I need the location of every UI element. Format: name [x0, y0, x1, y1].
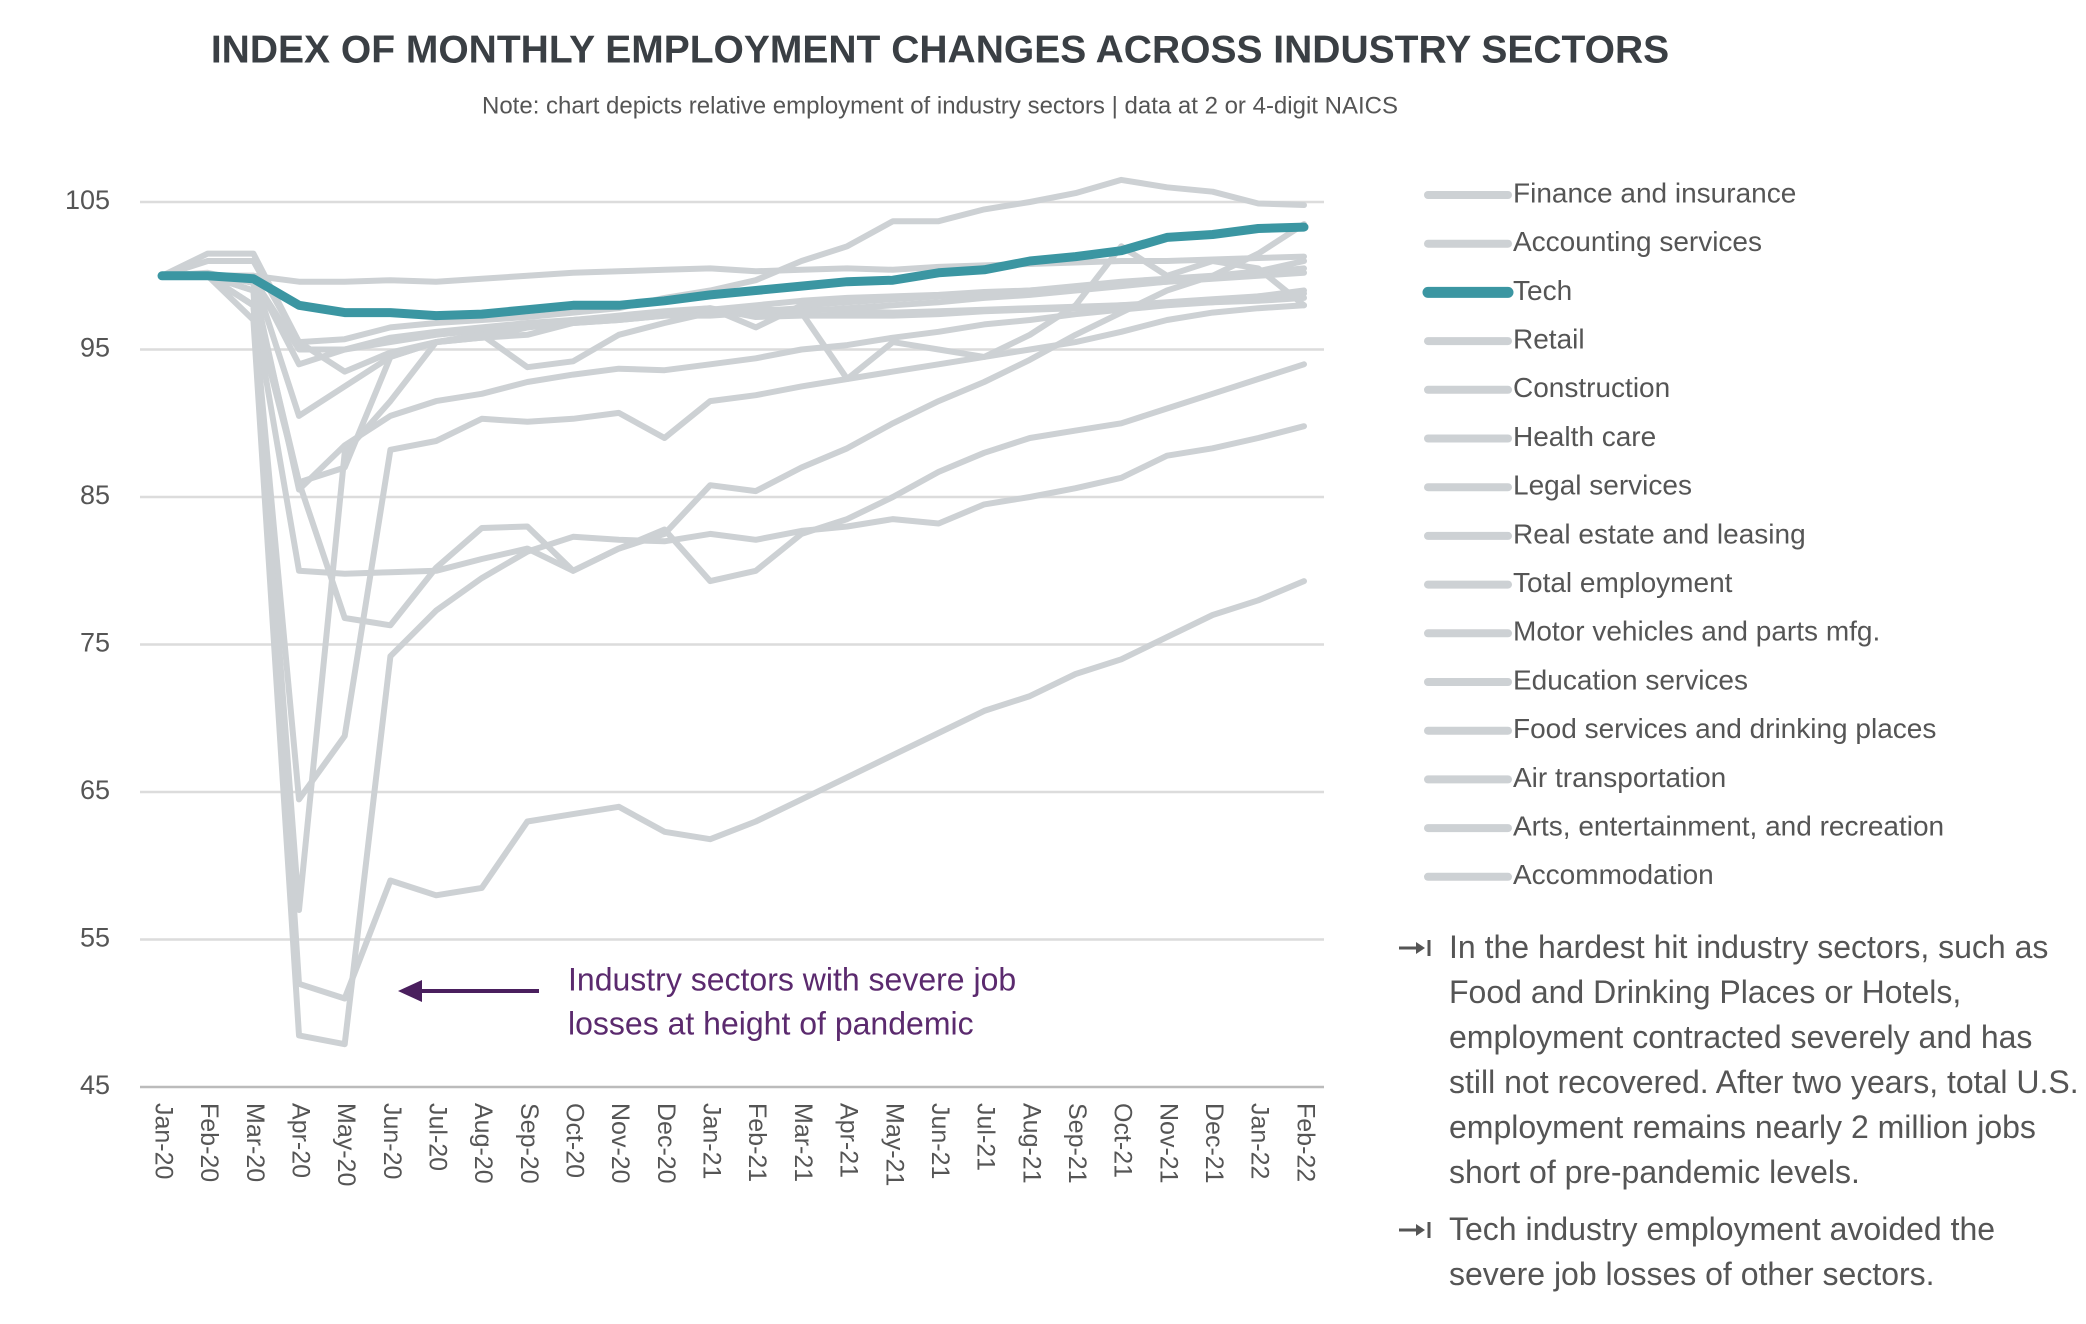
x-tick-label: Jul-21	[972, 1103, 1000, 1171]
y-tick-label: 85	[80, 480, 110, 510]
x-tick-label: Apr-20	[286, 1103, 314, 1178]
notes: In the hardest hit industry sectors, suc…	[1393, 925, 2083, 1309]
x-tick-label: Jun-20	[378, 1103, 406, 1179]
y-tick-label: 55	[80, 923, 110, 953]
series-line	[159, 253, 1307, 285]
legend-label: Education services	[1513, 664, 1748, 695]
annotation-arrowhead	[398, 980, 422, 1002]
legend-label: Air transportation	[1513, 762, 1726, 793]
series-line	[159, 176, 1307, 346]
x-tick-label: Oct-20	[561, 1103, 589, 1178]
x-tick-label: Jan-22	[1246, 1103, 1274, 1179]
x-tick-label: Oct-21	[1109, 1103, 1137, 1178]
series-line	[157, 222, 1309, 321]
series-line	[159, 272, 1307, 1002]
annotation-text: losses at height of pandemic	[568, 1005, 974, 1041]
annotation: Industry sectors with severe job losses …	[398, 961, 1016, 1041]
legend-label: Motor vehicles and parts mfg.	[1513, 616, 1880, 647]
note-text: Tech industry employment avoided the sev…	[1449, 1211, 1996, 1292]
note-icon	[1399, 1222, 1431, 1238]
x-tick-label: Jan-20	[149, 1103, 177, 1179]
legend-label: Arts, entertainment, and recreation	[1513, 810, 1944, 841]
x-tick-label: Nov-21	[1154, 1103, 1182, 1184]
series-line	[159, 272, 1307, 629]
x-tick-label: Nov-20	[606, 1103, 634, 1184]
x-tick-label: Dec-20	[652, 1103, 680, 1184]
x-tick-label: May-20	[332, 1103, 360, 1186]
series-line	[159, 221, 1307, 577]
x-tick-label: Aug-21	[1017, 1103, 1045, 1184]
x-tick-label: Feb-20	[195, 1103, 223, 1182]
x-tick-label: Feb-21	[743, 1103, 771, 1182]
x-tick-label: Sep-20	[515, 1103, 543, 1184]
y-tick-label: 65	[80, 775, 110, 805]
x-tick-label: Jun-21	[926, 1103, 954, 1179]
legend-label: Real estate and leasing	[1513, 518, 1806, 549]
series-line	[159, 258, 1307, 375]
y-tick-label: 75	[80, 628, 110, 658]
note: In the hardest hit industry sectors, suc…	[1393, 925, 2083, 1195]
x-tick-label: Dec-21	[1200, 1103, 1228, 1184]
legend-label: Accommodation	[1513, 859, 1714, 890]
x-tick-label: Apr-21	[835, 1103, 863, 1178]
x-tick-label: Mar-21	[789, 1103, 817, 1182]
grid: 45 55 65 75 85 95 105 Jan-20 Feb-20 Mar-20 Apr-20 M…	[65, 185, 1324, 1186]
legend-label: Finance and insurance	[1513, 177, 1796, 208]
legend-label: Tech	[1513, 275, 1572, 306]
x-tick-label: Aug-20	[469, 1103, 497, 1184]
note-icon	[1399, 940, 1431, 956]
y-tick-label: 45	[80, 1070, 110, 1100]
x-tick-label: Jan-21	[698, 1103, 726, 1179]
y-tick-label: 105	[65, 185, 110, 215]
lines	[157, 176, 1309, 1048]
legend-label: Health care	[1513, 421, 1656, 452]
chart-title: INDEX OF MONTHLY EMPLOYMENT CHANGES ACRO…	[211, 28, 1669, 71]
y-tick-label: 95	[80, 333, 110, 363]
x-tick-label: Jul-20	[423, 1103, 451, 1171]
legend: Finance and insurance Accounting services…	[1422, 177, 1944, 890]
chart-subtitle: Note: chart depicts relative employment …	[482, 92, 1398, 119]
x-tick-label: Sep-21	[1063, 1103, 1091, 1184]
legend-label: Accounting services	[1513, 226, 1762, 257]
legend-label: Total employment	[1513, 567, 1733, 598]
note-text: In the hardest hit industry sectors, suc…	[1449, 929, 2079, 1190]
x-tick-label: Mar-20	[241, 1103, 269, 1182]
annotation-text: Industry sectors with severe job	[568, 961, 1016, 997]
series-line	[159, 272, 1307, 803]
x-tick-label: May-21	[880, 1103, 908, 1186]
legend-label: Legal services	[1513, 470, 1692, 501]
note: Tech industry employment avoided the sev…	[1393, 1207, 2083, 1297]
legend-label: Food services and drinking places	[1513, 713, 1936, 744]
x-tick-label: Feb-22	[1291, 1103, 1319, 1182]
legend-label: Retail	[1513, 323, 1585, 354]
legend-label: Construction	[1513, 372, 1670, 403]
